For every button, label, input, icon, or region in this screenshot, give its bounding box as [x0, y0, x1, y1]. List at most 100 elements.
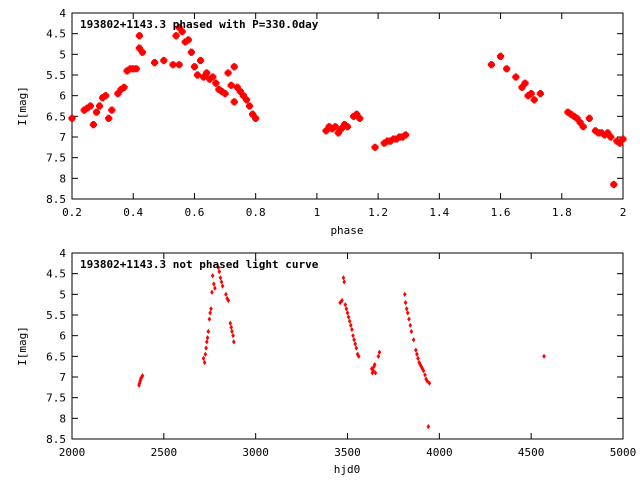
data-point — [193, 71, 202, 79]
x-tick-label: 2 — [620, 206, 627, 219]
data-point — [102, 92, 110, 100]
data-point — [220, 283, 225, 289]
data-point — [204, 345, 208, 351]
data-point — [138, 378, 142, 384]
data-point — [418, 362, 423, 368]
data-point — [232, 339, 236, 345]
data-point — [610, 180, 618, 189]
y-tick-label: 8.5 — [46, 193, 66, 206]
data-point — [190, 63, 199, 71]
data-point — [421, 368, 426, 374]
x-tick-label: 0.6 — [185, 206, 205, 219]
x-tick-label: 1.4 — [429, 206, 449, 219]
data-point — [427, 380, 432, 386]
data-point — [89, 121, 98, 129]
x-axis-label-unphased: hjd0 — [334, 463, 361, 476]
chart-unphased: 4 4.5 5 5.5 6 6.5 7 7.5 8 8.5 2000 2500 3000 3500 400… — [16, 247, 636, 476]
data-point — [349, 322, 353, 328]
data-point — [346, 314, 351, 320]
data-point — [184, 36, 192, 44]
plot-frame-phased — [71, 12, 624, 200]
data-point — [230, 328, 234, 335]
data-point — [205, 339, 209, 345]
x-ticks-unphased: 2000 2500 3000 3500 4000 4500 5000 — [59, 253, 636, 459]
data-point — [120, 83, 128, 91]
x-tick-label: 3000 — [242, 446, 269, 459]
data-point — [542, 353, 546, 359]
x-tick-label: 2500 — [151, 446, 178, 459]
data-point — [416, 355, 420, 361]
points-unphased — [137, 264, 546, 430]
data-point — [160, 56, 168, 65]
data-point — [415, 351, 419, 357]
data-point — [355, 351, 360, 357]
data-point — [426, 424, 431, 430]
x-tick-label: 1.8 — [552, 206, 572, 219]
points-phased — [68, 23, 627, 189]
data-point — [351, 333, 355, 339]
y-tick-label: 8 — [59, 412, 66, 425]
data-point — [343, 302, 348, 308]
data-point — [536, 90, 544, 98]
x-tick-label: 1.2 — [368, 206, 388, 219]
y-tick-label: 8 — [59, 172, 66, 185]
data-point — [403, 300, 408, 306]
data-point — [356, 114, 364, 122]
y-tick-label: 5 — [59, 288, 66, 301]
data-point — [224, 291, 228, 297]
data-point — [414, 347, 418, 353]
x-tick-label: 3500 — [334, 446, 361, 459]
data-point — [404, 306, 409, 312]
data-point — [95, 102, 104, 110]
data-point — [172, 32, 180, 40]
data-point — [376, 353, 381, 359]
chart-phased: 4 4.5 5 5.5 6 6.5 7 7.5 8 8.5 0.2 0.4 0.6 0.8 1 1.2 1.4… — [16, 7, 627, 237]
y-axis-label-unphased: I[mag] — [16, 326, 29, 366]
data-point — [218, 275, 223, 281]
y-axis-label-phased: I[mag] — [16, 86, 29, 126]
y-tick-label: 5 — [59, 48, 66, 61]
data-point — [210, 289, 214, 295]
y-tick-label: 6.5 — [46, 350, 66, 363]
x-tick-label: 0.8 — [246, 206, 266, 219]
x-tick-label: 2000 — [59, 446, 86, 459]
data-point — [356, 353, 361, 359]
data-point — [224, 69, 232, 77]
data-point — [203, 69, 211, 77]
data-point — [205, 335, 210, 341]
y-tick-label: 4.5 — [46, 28, 66, 41]
data-point — [371, 368, 376, 374]
data-point — [217, 269, 222, 275]
data-point — [370, 370, 375, 376]
data-point — [209, 306, 213, 312]
data-point — [213, 285, 217, 291]
data-point — [211, 281, 216, 287]
data-point — [353, 341, 358, 347]
data-point — [245, 102, 254, 110]
y-tick-label: 4 — [59, 7, 66, 20]
data-point — [229, 324, 234, 330]
x-ticks-phased: 0.2 0.4 0.6 0.8 1 1.2 1.4 1.6 1.8 2 — [62, 13, 626, 219]
data-point — [230, 63, 238, 71]
data-point — [345, 310, 350, 316]
chart-title-phased: 193802+1143.3 phased with P=330.0day — [80, 18, 319, 31]
data-point — [619, 135, 627, 143]
data-point — [342, 279, 346, 285]
data-point — [226, 297, 231, 304]
data-point — [231, 333, 235, 339]
y-tick-label: 5.5 — [46, 309, 66, 322]
x-axis-label-phased: phase — [330, 224, 363, 237]
data-point — [373, 370, 378, 376]
x-tick-label: 1 — [314, 206, 321, 219]
y-tick-label: 5.5 — [46, 69, 66, 82]
data-point — [92, 108, 101, 116]
data-point — [175, 61, 183, 69]
data-point — [196, 56, 205, 65]
data-point — [202, 359, 207, 366]
data-point — [425, 378, 430, 384]
data-point — [371, 143, 379, 151]
data-point — [411, 337, 416, 343]
data-point — [350, 326, 354, 333]
data-point — [228, 320, 233, 326]
y-tick-label: 6 — [59, 330, 66, 343]
